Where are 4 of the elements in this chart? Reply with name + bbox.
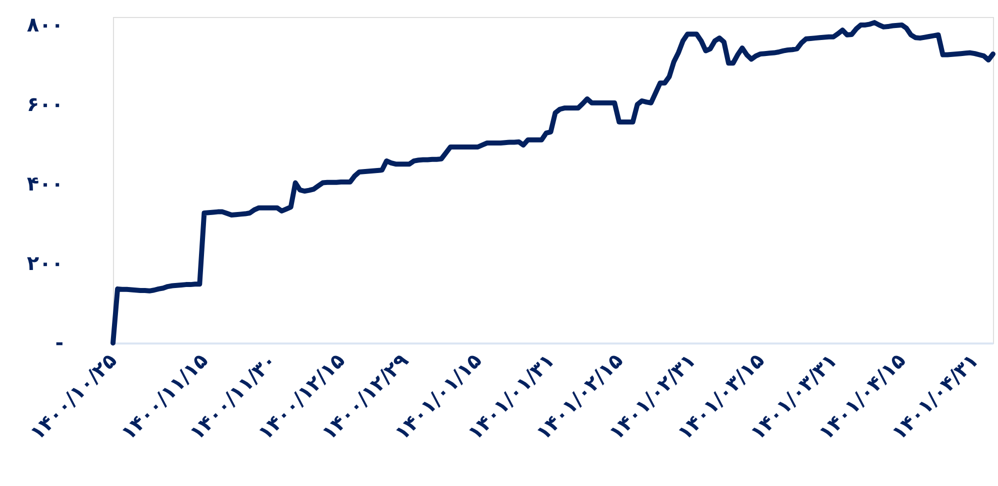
y-tick-label: ۸۰۰: [26, 12, 64, 36]
y-tick-label: ۶۰۰: [26, 92, 64, 116]
y-tick-label: ۲۰۰: [26, 250, 64, 275]
y-tick-label: ۴۰۰: [26, 171, 64, 196]
